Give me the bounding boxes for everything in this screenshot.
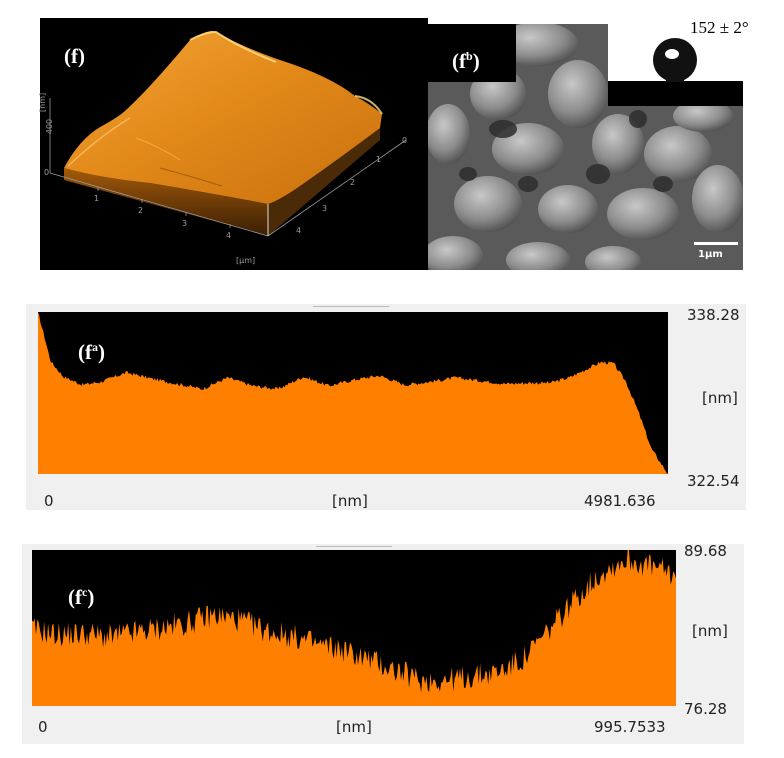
profile-fc-ymin: 76.28 xyxy=(684,700,727,718)
water-droplet xyxy=(608,38,743,106)
afm-3d-surface xyxy=(49,30,407,237)
panel-label-f: (f) xyxy=(64,44,85,68)
profile-fc-yunit: [nm] xyxy=(692,622,728,640)
y-tick-4: 4 xyxy=(296,226,302,235)
y-tick-2: 2 xyxy=(350,178,356,187)
profile-fc-divider-marks xyxy=(316,546,392,551)
profile-fc-height-area xyxy=(32,550,676,706)
x-axis-unit: [µm] xyxy=(236,256,256,265)
profile-fc-xstart: 0 xyxy=(38,718,48,736)
profile-fa-ymax: 338.28 xyxy=(687,306,740,324)
profile-fa-plot xyxy=(38,312,668,474)
profile-fa-ymin: 322.54 xyxy=(687,472,740,490)
y-tick-3: 3 xyxy=(322,204,328,213)
y-tick-1: 1 xyxy=(376,155,382,164)
profile-fa-yunit: [nm] xyxy=(702,389,738,407)
profile-fa-divider-marks xyxy=(313,306,389,311)
z-tick-0: 0 xyxy=(44,168,50,177)
contact-angle-value: 152 ± 2° xyxy=(690,18,749,38)
profile-fa-label: (fa) xyxy=(78,340,105,364)
profile-fc-xend: 995.7533 xyxy=(594,718,666,736)
profile-fa-xend: 4981.636 xyxy=(584,492,656,510)
sem-scale-label: 1µm xyxy=(698,249,723,260)
profile-fa-height-area xyxy=(38,312,668,474)
afm-3d-panel: (f) [nm] 400 0 1 2 3 4 0 1 2 3 4 [µm] xyxy=(38,18,428,270)
profile-fc-xunit: [nm] xyxy=(336,718,372,736)
x-tick-3: 3 xyxy=(182,219,188,228)
z-axis-unit: [nm] xyxy=(38,92,47,112)
sem-panel: (fb) 1µm xyxy=(428,24,743,270)
panel-label-fb: (fb) xyxy=(452,49,480,73)
y-tick-0: 0 xyxy=(402,136,408,145)
x-tick-2: 2 xyxy=(138,206,144,215)
profile-fa: (fa) 338.28 [nm] 322.54 0 [nm] 4981.636 xyxy=(26,296,776,516)
profile-fc-plot xyxy=(32,550,676,706)
profile-fc: (fc) 89.68 [nm] 76.28 0 [nm] 995.7533 xyxy=(22,536,776,746)
x-tick-1: 1 xyxy=(94,194,100,203)
z-tick-400: 400 xyxy=(45,118,55,135)
sem-scale-bar xyxy=(694,242,738,245)
profile-fa-xstart: 0 xyxy=(44,492,54,510)
profile-fa-xunit: [nm] xyxy=(332,492,368,510)
profile-fc-label: (fc) xyxy=(68,585,95,609)
profile-fc-ymax: 89.68 xyxy=(684,542,727,560)
x-tick-4: 4 xyxy=(226,231,232,240)
